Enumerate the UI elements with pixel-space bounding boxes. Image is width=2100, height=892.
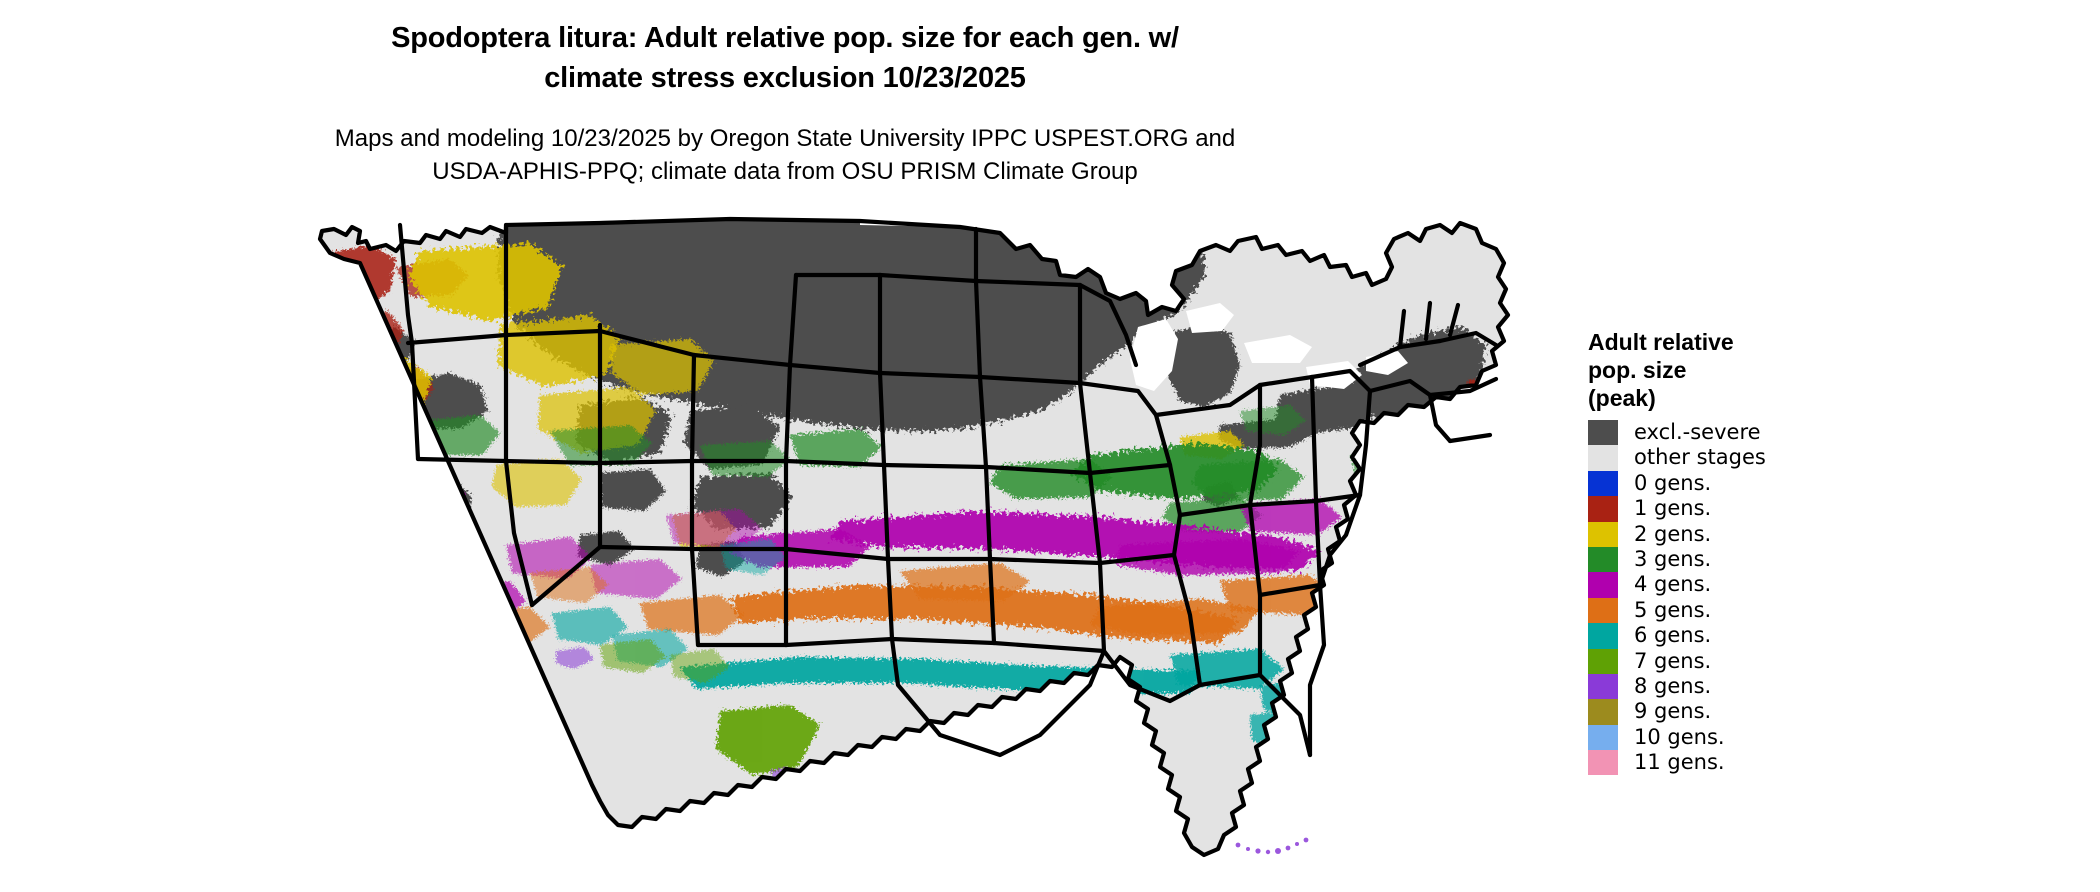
title-line-2: climate stress exclusion 10/23/2025 [544, 62, 1026, 94]
legend-swatch [1588, 724, 1618, 751]
figure-subtitle: Maps and modeling 10/23/2025 by Oregon S… [0, 122, 1570, 188]
legend-label: 9 gens. [1634, 699, 1712, 724]
legend-item: 3 gens. [1588, 546, 1888, 573]
legend-title-line-2: pop. size [1588, 357, 1687, 383]
legend-item: 4 gens. [1588, 572, 1888, 598]
legend-label: 7 gens. [1634, 648, 1712, 673]
legend-swatch [1588, 546, 1618, 573]
subtitle-line-2: USDA-APHIS-PPQ; climate data from OSU PR… [432, 158, 1138, 185]
legend-label: 1 gens. [1634, 496, 1712, 521]
legend-label: other stages [1634, 445, 1766, 470]
legend-label: 3 gens. [1634, 546, 1712, 571]
legend-swatch [1588, 521, 1618, 547]
legend-label: 5 gens. [1634, 597, 1712, 622]
gens-8-keys [1235, 837, 1309, 855]
legend-label: excl.-severe [1634, 420, 1761, 444]
legend-item: 9 gens. [1588, 699, 1888, 725]
us-map-svg [317, 216, 1511, 858]
legend-title: Adult relative pop. size (peak) [1588, 328, 1778, 412]
legend-swatch [1588, 445, 1618, 471]
legend-label: 6 gens. [1634, 623, 1712, 648]
map-base-layer [320, 219, 1508, 855]
legend-item: 6 gens. [1588, 623, 1888, 649]
subtitle-line-1: Maps and modeling 10/23/2025 by Oregon S… [334, 125, 1236, 152]
legend-swatch [1588, 673, 1618, 700]
legend-swatch [1588, 470, 1618, 497]
legend-swatch [1588, 623, 1618, 649]
legend-item: 11 gens. [1588, 750, 1888, 776]
us-map [300, 215, 1570, 875]
legend-label: 8 gens. [1634, 673, 1712, 698]
legend-item: other stages [1588, 445, 1888, 471]
legend-label: 4 gens. [1634, 572, 1712, 597]
figure-title: Spodoptera litura: Adult relative pop. s… [0, 18, 1570, 98]
legend-item: 10 gens. [1588, 724, 1888, 751]
legend-swatch [1588, 572, 1618, 598]
legend-item: 1 gens. [1588, 496, 1888, 522]
legend-item: 0 gens. [1588, 470, 1888, 497]
legend-title-line-3: (peak) [1588, 385, 1656, 411]
legend-swatch [1588, 420, 1618, 446]
legend-title-line-1: Adult relative [1588, 329, 1734, 355]
legend-label: 11 gens. [1634, 750, 1725, 775]
legend-item: excl.-severe [1588, 420, 1888, 446]
legend-label: 0 gens. [1634, 470, 1712, 495]
legend-swatch [1588, 750, 1618, 776]
legend-label: 2 gens. [1634, 521, 1712, 546]
legend-item: 2 gens. [1588, 521, 1888, 547]
legend-swatch [1588, 699, 1618, 725]
great-lakes [1130, 303, 1408, 391]
legend-item-list: excl.-severe other stages 0 gens. 1 gens. 2 … [1588, 420, 1888, 776]
legend-item: 5 gens. [1588, 597, 1888, 624]
legend-swatch [1588, 597, 1618, 624]
legend-swatch [1588, 648, 1618, 674]
state-boundaries [317, 216, 1511, 858]
title-line-1: Spodoptera litura: Adult relative pop. s… [391, 22, 1179, 54]
legend-swatch [1588, 496, 1618, 522]
legend-item: 7 gens. [1588, 648, 1888, 674]
map-legend: Adult relative pop. size (peak) excl.-se… [1588, 328, 1888, 776]
legend-item: 8 gens. [1588, 673, 1888, 700]
legend-label: 10 gens. [1634, 724, 1725, 749]
